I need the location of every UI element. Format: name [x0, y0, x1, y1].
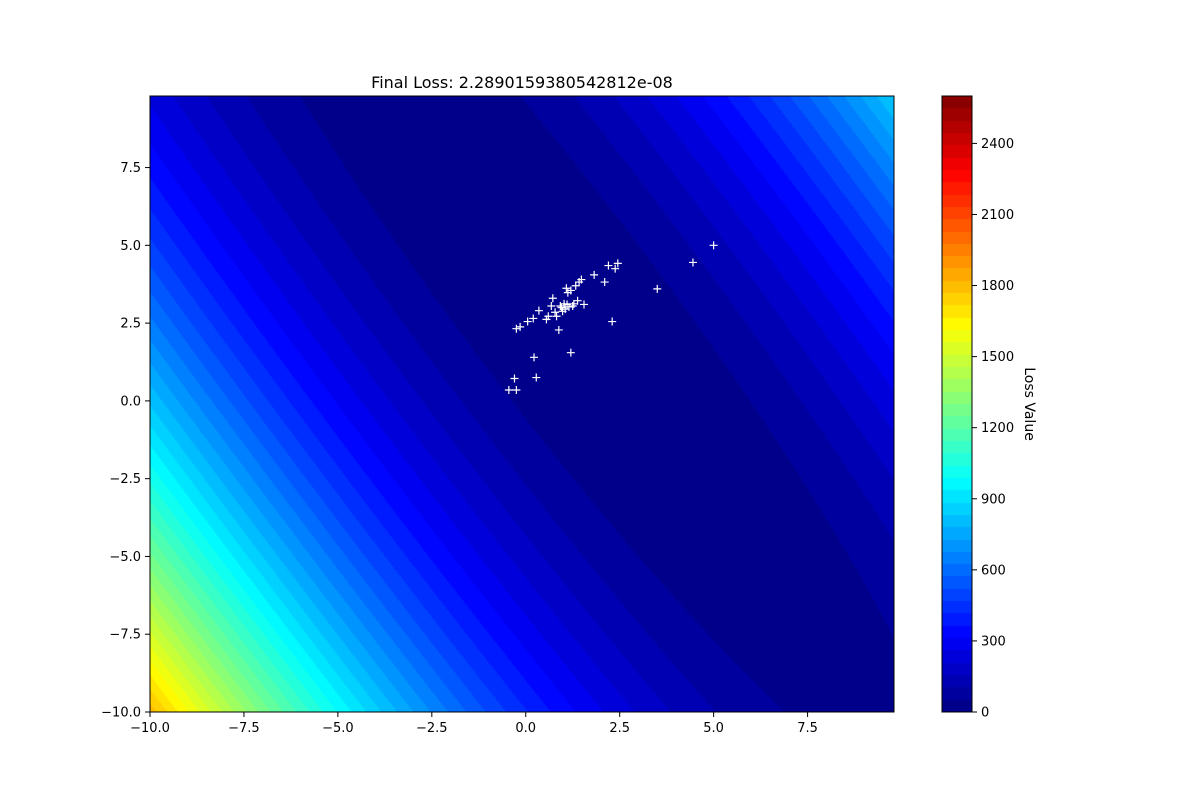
- data-point: [512, 324, 521, 333]
- data-point: [534, 306, 543, 315]
- plot-frame: [149, 95, 895, 713]
- x-tick-label: −5.0: [322, 721, 354, 736]
- colorbar: 0 300 600 900 1200 1500 1800 2100 2400 Loss Valu…: [941, 95, 1037, 721]
- data-point: [561, 305, 570, 314]
- chart-title: Final Loss: 2.2890159380542812e-08: [371, 73, 673, 92]
- y-axis: −10.0 −7.5 −5.0 −2.5 0.0 2.5 5.0 7.5: [101, 161, 150, 721]
- colorbar-tick-label: 1800: [981, 279, 1014, 294]
- data-point: [552, 312, 561, 321]
- colorbar-gradient: [942, 96, 972, 712]
- x-axis: −10.0 −7.5 −5.0 −2.5 0.0 2.5 5.0 7.5: [130, 712, 818, 736]
- y-tick-label: 5.0: [120, 239, 141, 254]
- data-point: [611, 264, 620, 273]
- data-point: [604, 261, 613, 270]
- data-point: [590, 270, 599, 279]
- colorbar-tick-label: 300: [981, 634, 1006, 649]
- data-point: [532, 373, 541, 382]
- data-point: [547, 302, 556, 310]
- data-point: [653, 284, 662, 293]
- y-tick-label: −5.0: [109, 550, 141, 565]
- data-point: [504, 386, 513, 394]
- data-point: [566, 348, 575, 357]
- data-point: [573, 296, 582, 305]
- colorbar-tick-label: 2100: [981, 208, 1014, 223]
- training-points: [504, 241, 718, 394]
- data-point: [557, 303, 566, 312]
- x-tick-label: 2.5: [609, 721, 630, 736]
- x-tick-label: −10.0: [130, 721, 170, 736]
- x-tick-label: 7.5: [797, 721, 818, 736]
- colorbar-tick-label: 900: [981, 492, 1006, 507]
- x-tick-label: −7.5: [228, 721, 260, 736]
- data-point: [554, 325, 563, 334]
- data-point: [510, 374, 519, 383]
- data-point: [523, 317, 532, 326]
- colorbar-ticks: 0 300 600 900 1200 1500 1800 2100 2400: [972, 137, 1014, 721]
- x-tick-label: 5.0: [703, 721, 724, 736]
- data-point: [512, 386, 521, 394]
- data-point: [529, 314, 538, 323]
- x-tick-label: 0.0: [515, 721, 536, 736]
- y-tick-label: −10.0: [101, 706, 141, 721]
- data-point: [600, 278, 609, 287]
- colorbar-tick-label: 2400: [981, 137, 1014, 152]
- data-point: [571, 281, 580, 290]
- data-point: [613, 259, 622, 268]
- data-point: [563, 300, 572, 309]
- colorbar-tick-label: 0: [981, 706, 989, 721]
- data-point: [566, 286, 575, 295]
- data-point: [516, 322, 525, 331]
- colorbar-frame: [941, 95, 973, 713]
- colorbar-tick-label: 600: [981, 563, 1006, 578]
- y-tick-label: 7.5: [120, 161, 141, 176]
- data-point: [709, 241, 718, 250]
- data-point: [562, 284, 571, 293]
- y-tick-label: 0.0: [120, 394, 141, 409]
- data-point: [580, 300, 588, 309]
- data-point: [530, 353, 539, 362]
- contour-field: [150, 96, 894, 712]
- y-tick-label: −2.5: [109, 472, 141, 487]
- data-point: [548, 294, 557, 303]
- data-point: [551, 308, 560, 317]
- y-tick-label: −7.5: [109, 628, 141, 643]
- data-point: [544, 312, 553, 321]
- data-point: [608, 317, 617, 326]
- colorbar-tick-label: 1500: [981, 350, 1014, 365]
- y-tick-label: 2.5: [120, 317, 141, 332]
- x-tick-label: −2.5: [416, 721, 448, 736]
- colorbar-tick-label: 1200: [981, 421, 1014, 436]
- data-point: [568, 302, 577, 310]
- data-point: [688, 258, 697, 267]
- plot-area: [150, 96, 894, 712]
- colorbar-label: Loss Value: [1021, 367, 1037, 441]
- data-point: [577, 275, 586, 284]
